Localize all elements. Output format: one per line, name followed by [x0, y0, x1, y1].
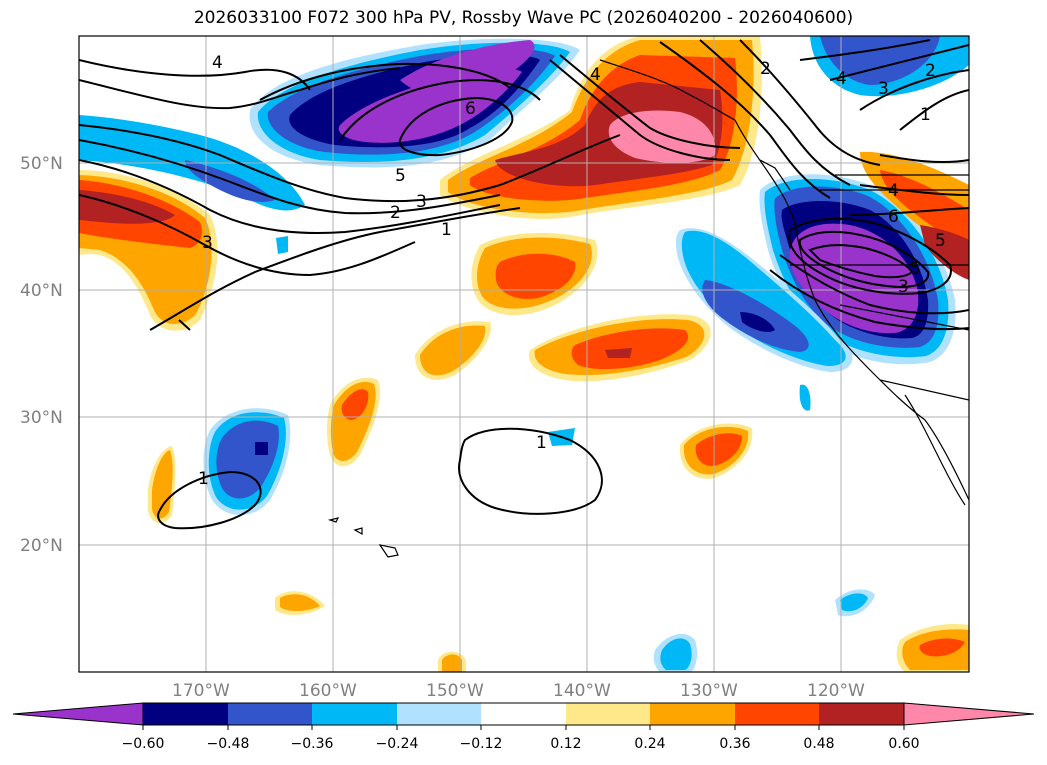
contour-label: 2: [925, 61, 936, 81]
contour-label: 3: [416, 192, 427, 212]
colorbar-extend-low: [12, 702, 144, 726]
anomaly-bc-pink: [608, 110, 716, 163]
contour-label: 6: [465, 99, 476, 119]
contour-label: 1: [198, 469, 209, 489]
lat-label-30: 30°N: [20, 408, 63, 428]
contour-label: 5: [395, 166, 406, 186]
anomaly-neg-7: [79, 150, 140, 158]
contour-label: 6: [888, 207, 899, 227]
contour-label: 1: [920, 105, 931, 125]
colorbar-bin: [143, 703, 228, 725]
colorbar-tick-label: 0.12: [550, 736, 581, 752]
anomaly-neg-6: [276, 236, 288, 254]
contour-label: 4: [590, 65, 601, 85]
anomaly-mid-4-red: [341, 389, 369, 420]
anomaly-neg-1-navy: [255, 442, 268, 455]
colorbar-tick-label: −0.36: [291, 736, 334, 752]
anomaly-mid-9-red: [919, 638, 965, 657]
colorbar-bin: [819, 703, 904, 725]
colorbar-bin: [228, 703, 312, 725]
lon-label-130w: 130°W: [680, 681, 738, 701]
anomaly-mid-5-red: [695, 433, 742, 467]
lat-label-50: 50°N: [20, 154, 63, 174]
anomaly-mid-3-firebrick: [605, 348, 632, 358]
contour-label: 4: [212, 53, 223, 73]
colorbar-tick-label: −0.24: [376, 736, 419, 752]
anomaly-right-firebrick: [920, 225, 969, 280]
anomaly-neg-3: [799, 384, 811, 411]
anomaly-neg-5-sky: [660, 638, 692, 670]
map-frame: [78, 35, 970, 673]
gridlines: [79, 36, 969, 672]
colorbar-tick-label: −0.48: [207, 736, 250, 752]
contour-label: 4: [836, 69, 847, 89]
lon-label-170w: 170°W: [172, 681, 230, 701]
lat-label-40: 40°N: [20, 281, 63, 301]
lon-label-140w: 140°W: [553, 681, 611, 701]
contour-labels: 4 6 5 3 2 1 3 4 2 4 2 3 1 4 5 6 5 3 1 1: [198, 53, 946, 489]
contour-label: 4: [888, 181, 899, 201]
colorbar-tick-label: −0.60: [122, 736, 165, 752]
anomaly-offshore-sky: [681, 230, 846, 366]
longitude-labels: 170°W 160°W 150°W 140°W 130°W 120°W: [172, 681, 865, 701]
contour-label: 1: [441, 220, 452, 240]
anomaly-mid-2-orange: [420, 325, 486, 376]
colorbar-bin: [397, 703, 481, 725]
lon-label-120w: 120°W: [807, 681, 865, 701]
contour-label: 2: [760, 59, 771, 79]
anomaly-west-firebrick: [79, 190, 175, 224]
anomaly-neg-1-blue: [216, 420, 279, 499]
lon-label-150w: 150°W: [426, 681, 484, 701]
contour-label: 3: [878, 79, 889, 99]
anomaly-right-red: [880, 170, 969, 245]
lat-label-20: 20°N: [20, 536, 63, 556]
contour-label: 5: [935, 231, 946, 251]
anomaly-nw-canada-blue: [820, 36, 940, 85]
colorbar-bin: [650, 703, 735, 725]
contour-label: 2: [390, 203, 401, 223]
colorbar-bin: [312, 703, 397, 725]
colorbar: −0.60 −0.48 −0.36 −0.24 −0.12 0.12 0.24 …: [12, 702, 1035, 752]
anomaly-mid-1-red: [495, 253, 576, 299]
colorbar-tick-label: 0.36: [719, 736, 750, 752]
anomaly-ca-purple: [789, 223, 919, 334]
colorbar-tick-label: 0.60: [888, 736, 919, 752]
lon-label-160w: 160°W: [299, 681, 357, 701]
colorbar-bin: [735, 703, 819, 725]
contours: [79, 39, 969, 530]
anomaly-mid-8-orange: [442, 654, 462, 672]
contour-label: 1: [536, 433, 547, 453]
anomaly-alaska-purple-2: [400, 40, 535, 95]
contour-label: 3: [202, 233, 213, 253]
contour-label: 5: [910, 259, 921, 279]
anomaly-mid-6-orange: [152, 450, 173, 519]
map-title: 2026033100 F072 300 hPa PV, Rossby Wave …: [193, 8, 854, 28]
contour-label: 3: [898, 277, 909, 297]
colorbar-ticks: [142, 725, 905, 730]
latitude-labels: 50°N 40°N 30°N 20°N: [20, 154, 63, 556]
pv-shading: [79, 36, 969, 672]
colorbar-bin: [481, 703, 566, 725]
colorbar-tick-label: 0.24: [634, 736, 665, 752]
anomaly-mid-7-orange: [280, 594, 320, 612]
colorbar-frame: [142, 702, 905, 726]
colorbar-extend-high: [903, 702, 1035, 726]
anomaly-offshore-navy: [740, 312, 775, 333]
colorbar-tick-label: −0.12: [460, 736, 503, 752]
colorbar-tick-label: 0.48: [803, 736, 834, 752]
colorbar-bin: [566, 703, 650, 725]
anomaly-neg-4-sky: [840, 593, 868, 612]
